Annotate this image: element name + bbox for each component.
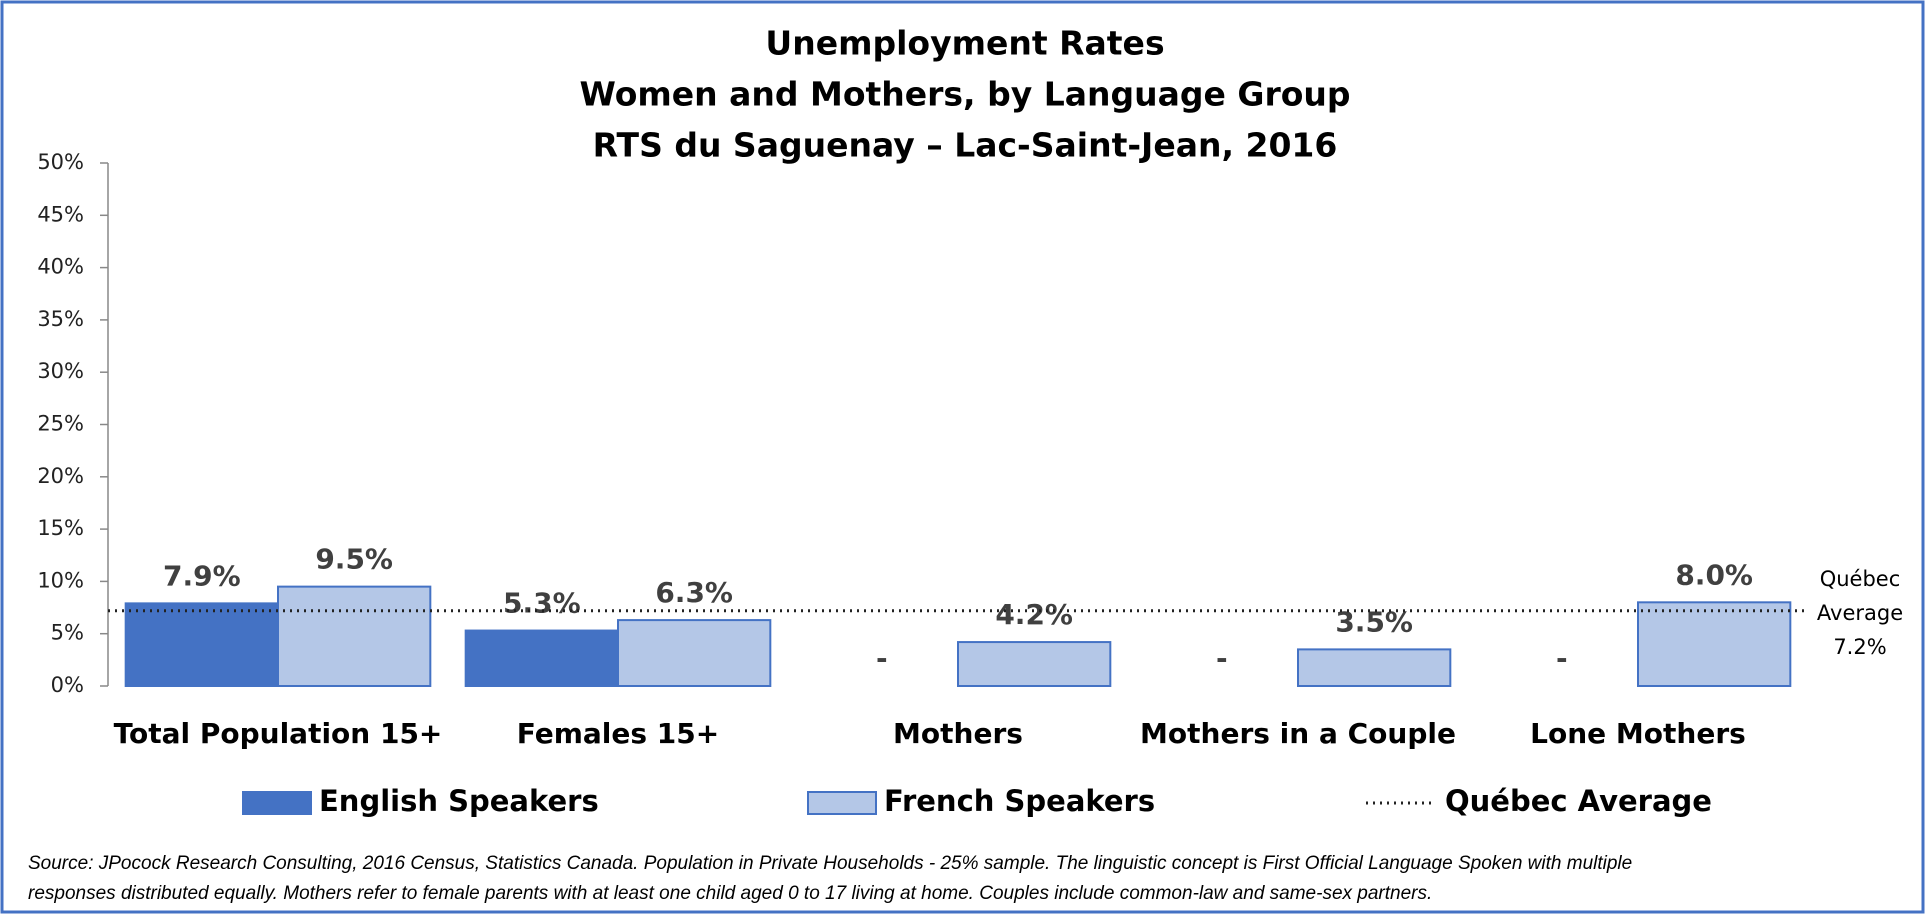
- chart-subtitle: Women and Mothers, by Language Group: [579, 75, 1350, 114]
- value-label: 3.5%: [1335, 605, 1413, 638]
- annotation: 7.2%: [1833, 635, 1886, 659]
- legend-label: French Speakers: [884, 784, 1155, 818]
- value-label: -: [876, 642, 888, 675]
- y-tick-label: 40%: [37, 255, 84, 279]
- bar: [957, 641, 1112, 687]
- y-tick-label: 25%: [37, 412, 84, 436]
- x-tick-label: Mothers: [893, 717, 1023, 750]
- x-tick-label: Mothers in a Couple: [1140, 717, 1456, 750]
- source: Source: JPocock Research Consulting, 201…: [28, 853, 1632, 874]
- legend-label: English Speakers: [319, 784, 599, 818]
- value-label: 4.2%: [995, 598, 1073, 631]
- bar: [277, 585, 432, 688]
- legend-swatch: [807, 791, 877, 815]
- value-label: -: [1216, 642, 1228, 675]
- y-tick-label: 15%: [37, 516, 84, 540]
- value-label: -: [1556, 642, 1568, 675]
- bar: [464, 629, 619, 688]
- legend-swatch: [242, 791, 312, 815]
- value-label: 8.0%: [1675, 558, 1753, 591]
- y-tick-label: 5%: [51, 621, 84, 645]
- bar: [1637, 601, 1792, 688]
- source: responses distributed equally. Mothers r…: [28, 883, 1432, 904]
- bar: [617, 619, 772, 687]
- y-tick-label: 50%: [37, 150, 84, 174]
- x-tick-label: Total Population 15+: [114, 717, 443, 750]
- x-tick-label: Lone Mothers: [1530, 717, 1746, 750]
- x-tick-label: Females 15+: [517, 717, 719, 750]
- bar: [124, 602, 280, 688]
- value-label: 5.3%: [503, 587, 581, 620]
- y-tick-label: 10%: [37, 568, 84, 592]
- y-tick-label: 35%: [37, 307, 84, 331]
- chart-subtitle: RTS du Saguenay – Lac-Saint-Jean, 2016: [593, 126, 1338, 165]
- chart-title: Unemployment Rates: [765, 24, 1164, 63]
- annotation: Average: [1817, 601, 1903, 625]
- value-label: 6.3%: [655, 576, 733, 609]
- y-tick-label: 45%: [37, 202, 84, 226]
- y-tick-label: 20%: [37, 464, 84, 488]
- y-tick-label: 30%: [37, 359, 84, 383]
- legend-label: Québec Average: [1445, 784, 1712, 818]
- value-label: 7.9%: [163, 559, 241, 592]
- bar: [1297, 648, 1452, 688]
- y-tick-label: 0%: [51, 673, 84, 697]
- value-label: 9.5%: [315, 543, 393, 576]
- annotation: Québec: [1820, 567, 1901, 591]
